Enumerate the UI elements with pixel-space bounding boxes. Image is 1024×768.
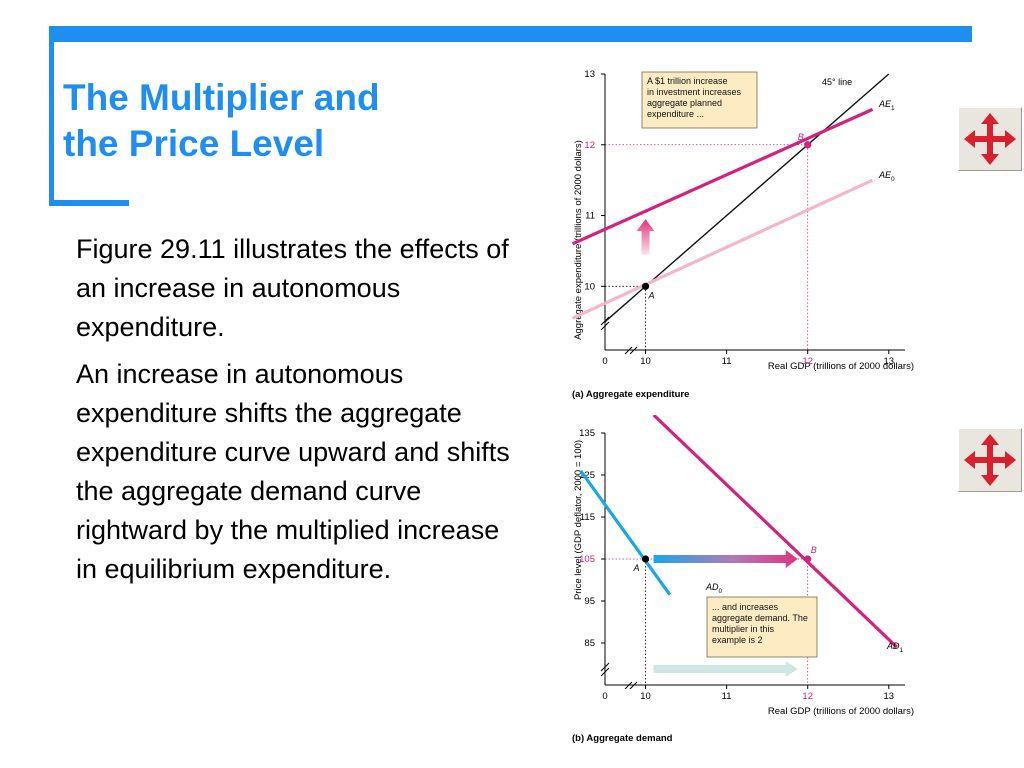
x-axis-label: Real GDP (trillions of 2000 dollars) [768, 706, 914, 717]
move-arrows-icon [964, 113, 1016, 165]
chart-aggregate-expenditure: Aggregate expenditure (trillions of 2000… [571, 69, 914, 400]
slide-body: Figure 29.11 illustrates the effects of … [76, 230, 516, 597]
label-ad0-sub: 0 [719, 588, 723, 595]
x-tick-label: 0 [602, 691, 607, 702]
series-line-ae1 [571, 107, 874, 246]
annotation-box: A $1 trillion increase in investment incr… [641, 71, 758, 129]
x-tick-label: 10 [640, 356, 651, 367]
annotation-line: expenditure ... [647, 109, 704, 119]
label-ae0: AE0 [878, 170, 895, 183]
label-ae1-base: AE [878, 99, 892, 109]
x-tick-label: 11 [722, 691, 732, 702]
point-b [804, 141, 812, 149]
x-tick-label: 0 [602, 356, 607, 367]
x-tick-label: 11 [722, 356, 732, 367]
annotation-line: A $1 trillion increase [647, 76, 728, 86]
x-tick-label: 13 [883, 691, 894, 702]
x-axis-break [629, 681, 638, 690]
y-axis-break [600, 662, 610, 672]
top-accent-bar [52, 26, 972, 42]
title-line-2: the Price Level [63, 123, 325, 164]
left-accent-bar [49, 26, 54, 204]
annotation-box: ... and increases aggregate demand. The mu… [706, 596, 818, 658]
label-45-degree-line: 45° line [822, 77, 852, 87]
y-tick-label: 12 [584, 140, 595, 151]
x-axis-break [624, 346, 633, 355]
chart-aggregate-demand: Price level (GDP deflator, 2000 = 100) R… [572, 415, 914, 744]
point-label-b: B [798, 132, 804, 142]
label-ad1-sub: 1 [900, 647, 904, 654]
y-tick-label: 10 [584, 281, 595, 292]
y-tick-label: 13 [584, 69, 595, 80]
x-axis-break [624, 681, 633, 690]
move-arrows-icon [964, 434, 1016, 486]
series-line-ae0 [571, 178, 874, 320]
x-tick-label: 12 [802, 356, 813, 367]
point-label-b: B [811, 545, 817, 555]
x-tick-label: 13 [883, 356, 894, 367]
annotation-line: in investment increases [647, 87, 742, 97]
y-axis-break [600, 321, 610, 331]
point-label-a: A [633, 563, 640, 573]
y-tick-label: 11 [585, 211, 595, 222]
point-label-a: A [648, 290, 655, 300]
chart-caption: (a) Aggregate expenditure [572, 389, 689, 400]
label-ad1-base: AD [886, 641, 900, 651]
label-ae0-base: AE [878, 170, 892, 180]
title-underline-bar [49, 200, 129, 206]
x-tick-label: 12 [802, 691, 813, 702]
y-axis-break [600, 667, 610, 677]
annotation-line: example is 2 [712, 635, 763, 645]
paragraph-2: An increase in autonomous expenditure sh… [76, 359, 510, 584]
annotation-text: A $1 trillion increase in investment incr… [647, 76, 742, 119]
slide-title: The Multiplier and the Price Level [63, 75, 483, 167]
multiplier-arrow [653, 661, 798, 677]
shift-arrow-up [636, 219, 655, 255]
paragraph-1: Figure 29.11 illustrates the effects of … [76, 234, 509, 342]
shift-arrow-right [653, 550, 798, 568]
series-line-ad0 [579, 469, 672, 596]
y-tick-label: 125 [579, 470, 595, 481]
label-ad0-base: AD [705, 582, 719, 592]
x-axis-label: Real GDP (trillions of 2000 dollars) [768, 361, 914, 372]
annotation-text: ... and increases aggregate demand. The mu… [712, 602, 808, 645]
annotation-line: aggregate demand. The [712, 613, 808, 623]
y-tick-label: 135 [579, 428, 595, 439]
annotation-line: multiplier in this [712, 624, 775, 634]
point-b [804, 555, 812, 563]
y-axis-label: Price level (GDP deflator, 2000 = 100) [573, 440, 584, 600]
x-axis-break [629, 346, 638, 355]
point-a [641, 555, 650, 563]
chart-caption: (b) Aggregate demand [572, 733, 673, 744]
series-line-ad1 [652, 415, 898, 649]
y-tick-label: 115 [580, 512, 595, 523]
label-ae1: AE1 [878, 99, 895, 112]
label-ae1-sub: 1 [891, 105, 895, 112]
move-button-bottom[interactable] [958, 428, 1022, 492]
y-tick-label: 105 [579, 554, 595, 565]
title-line-1: The Multiplier and [63, 77, 380, 118]
y-tick-label: 85 [584, 638, 595, 649]
annotation-line: aggregate planned [647, 98, 722, 108]
point-a [641, 282, 650, 290]
y-tick-label: 95 [584, 596, 595, 607]
annotation-line: ... and increases [712, 602, 779, 612]
move-button-top[interactable] [958, 107, 1022, 171]
label-ae0-sub: 0 [891, 176, 895, 183]
x-tick-label: 10 [640, 691, 651, 702]
label-ad0: AD0 [705, 582, 723, 595]
label-ad1: AD1 [886, 641, 904, 654]
